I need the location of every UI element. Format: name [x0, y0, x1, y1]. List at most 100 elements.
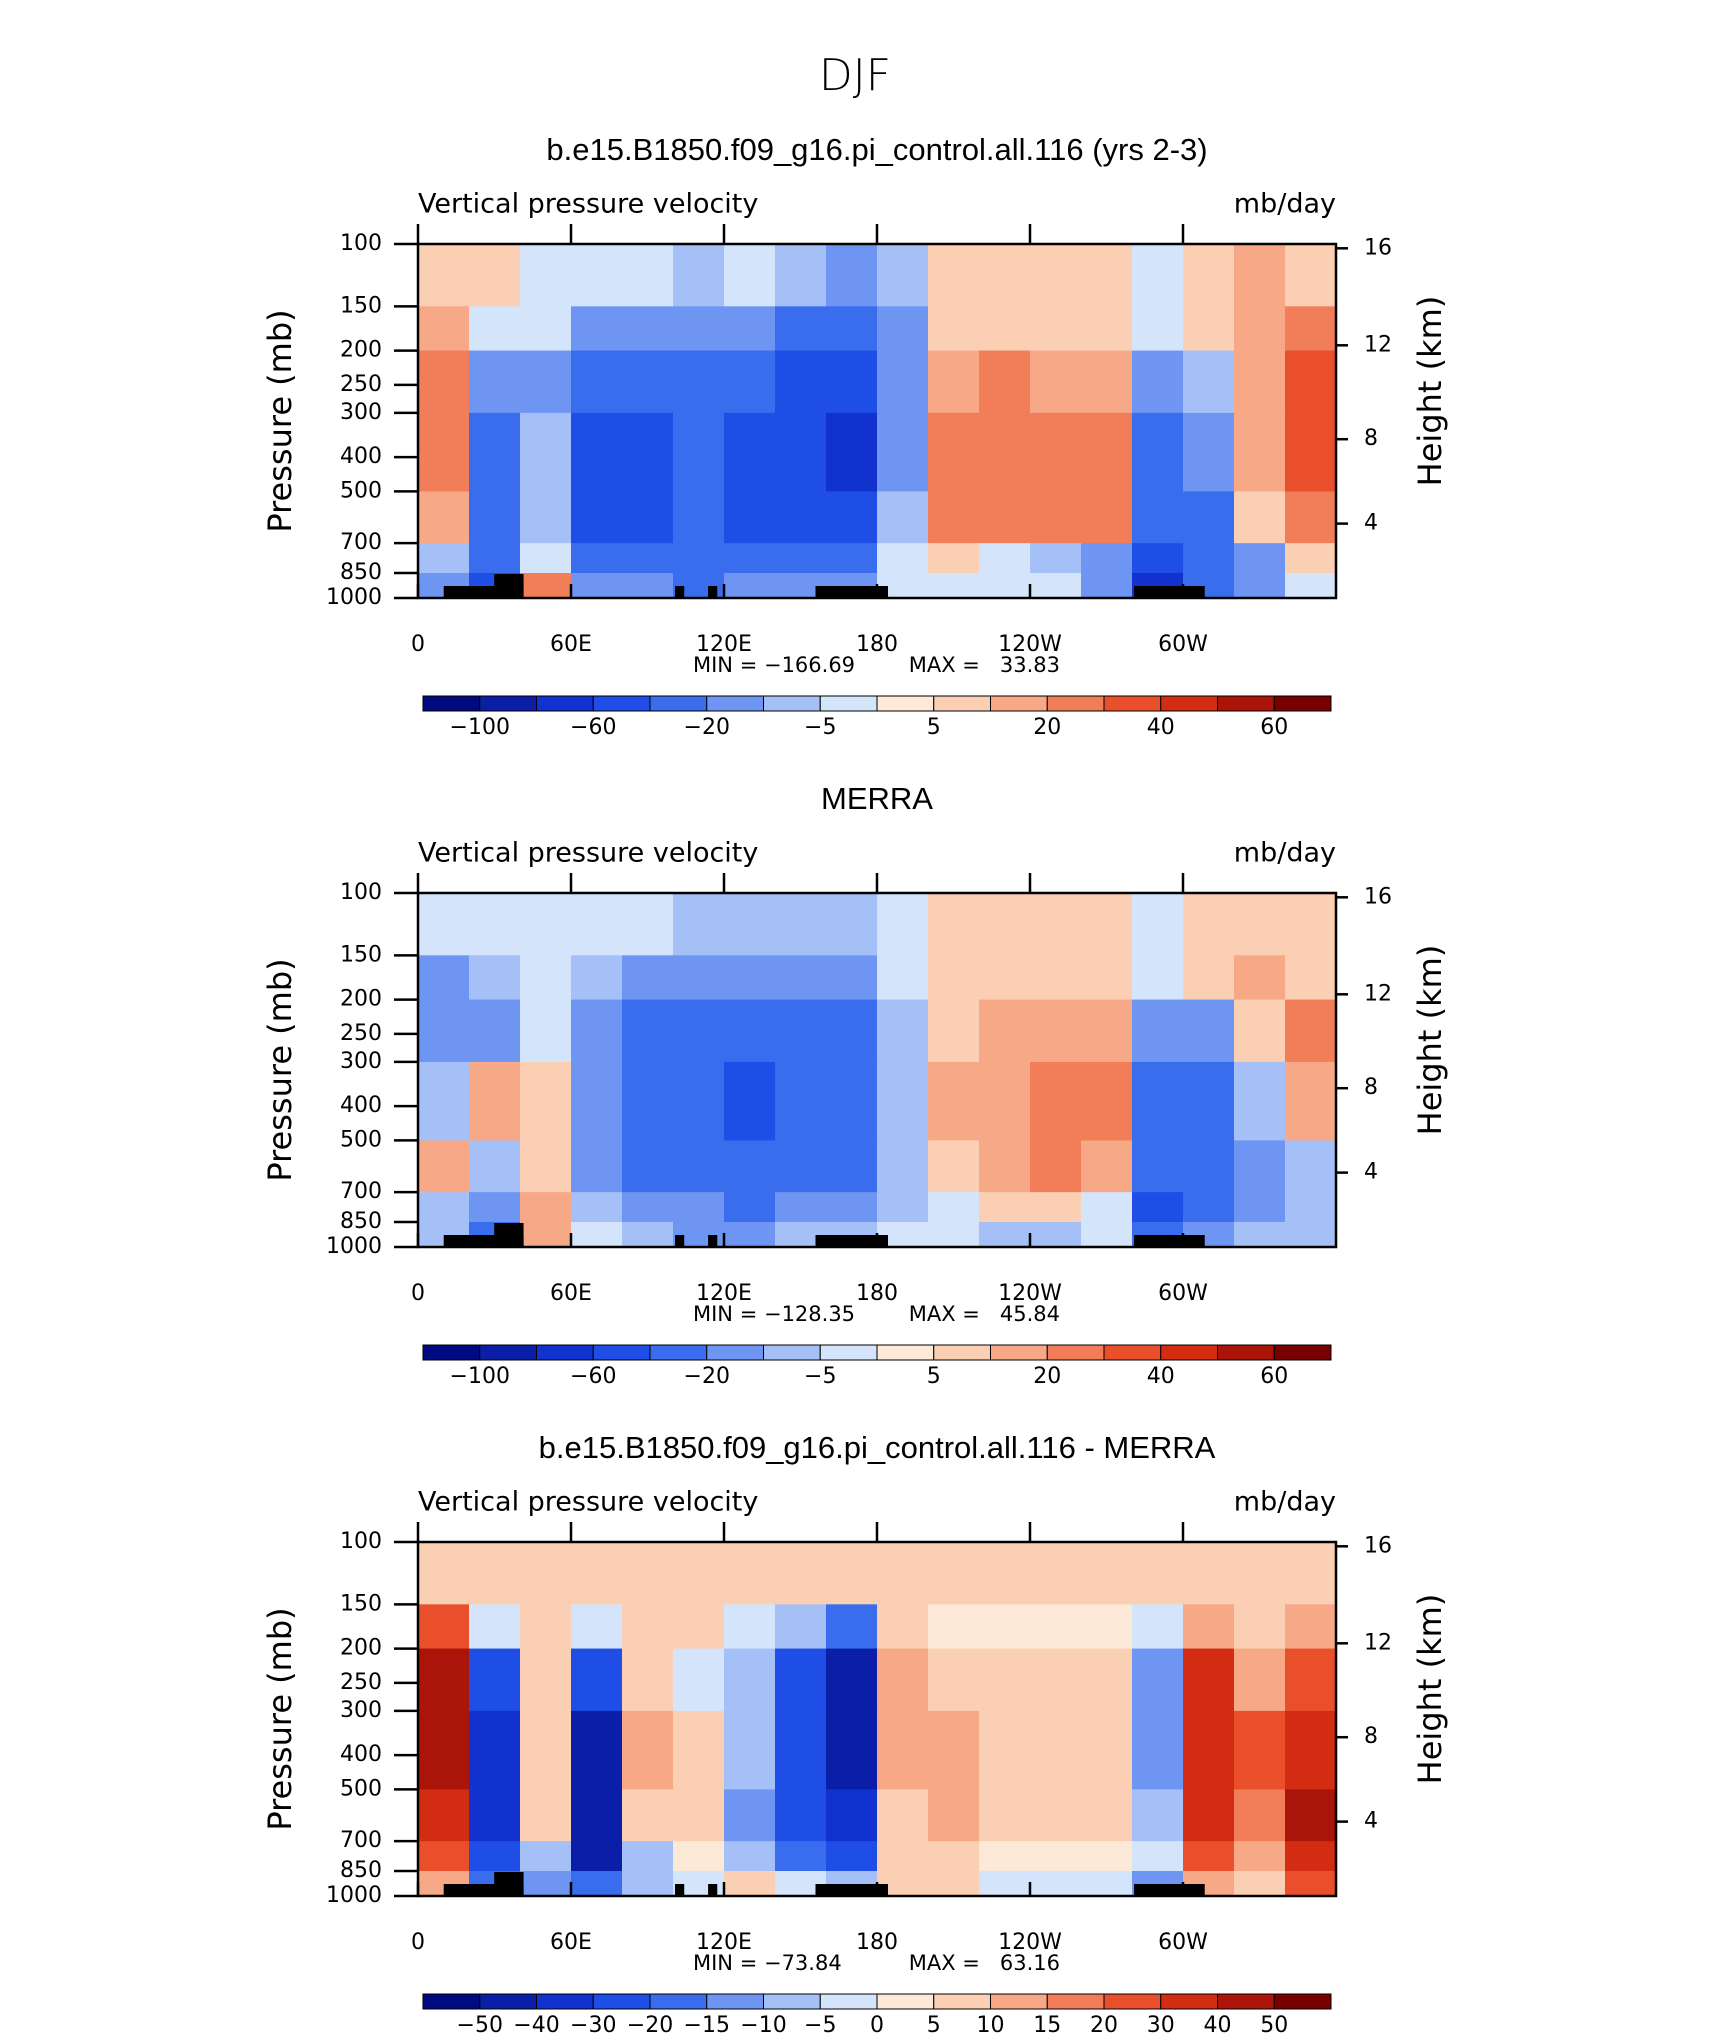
contour-cell — [571, 543, 623, 574]
colorbar-label: 5 — [927, 2013, 941, 2038]
contour-cell — [1285, 1648, 1337, 1712]
colorbar-box — [1046, 1344, 1105, 1361]
contour-cell — [826, 999, 878, 1063]
contour-cell — [1030, 955, 1082, 1001]
contour-cell — [1183, 350, 1235, 414]
contour-cell — [1234, 491, 1286, 544]
contour-cell — [469, 1604, 521, 1650]
colorbar-box — [536, 1993, 594, 2010]
colorbar-label: 5 — [927, 715, 941, 740]
land-mask — [708, 1235, 718, 1247]
contour-cell — [979, 244, 1031, 307]
contour-cell — [877, 412, 929, 492]
contour-cell — [1183, 306, 1235, 352]
contour-cell — [979, 1140, 1031, 1193]
contour-cell — [1030, 412, 1082, 492]
y2-tick-label: 16 — [1364, 884, 1392, 909]
contour-cell — [724, 1140, 776, 1193]
contour-cell — [724, 893, 776, 956]
x-tick-label: 180 — [856, 1281, 898, 1306]
colorbar-label: 30 — [1147, 2013, 1175, 2038]
land-mask — [815, 1884, 889, 1896]
x-tick-label: 120E — [696, 632, 752, 657]
x-tick-label: 120W — [998, 1930, 1062, 1955]
contour-cell — [673, 350, 725, 414]
contour-cell — [1081, 573, 1133, 599]
contour-cell — [979, 1648, 1031, 1712]
contour-cell — [1285, 1192, 1337, 1223]
contour-cell — [877, 999, 929, 1063]
y-tick-label: 700 — [340, 1179, 382, 1204]
contour-cell — [928, 1841, 980, 1872]
contour-cell — [1132, 491, 1184, 544]
contour-cell — [979, 1789, 1031, 1842]
contour-cell — [826, 543, 878, 574]
contour-cell — [979, 491, 1031, 544]
contour-cell — [469, 1648, 521, 1712]
contour-cell — [622, 1648, 674, 1712]
contour-cell — [1183, 1140, 1235, 1193]
contour-cell — [877, 893, 929, 956]
contour-cell — [673, 306, 725, 352]
colorbar-box — [819, 695, 878, 712]
contour-cell — [1030, 893, 1082, 956]
contour-cell — [724, 1222, 776, 1248]
contour-cell — [928, 350, 980, 414]
contour-cell — [1081, 1140, 1133, 1193]
contour-cell — [877, 1542, 929, 1605]
contour-cell — [928, 1648, 980, 1712]
contour-cell — [877, 1648, 929, 1712]
contour-cell — [979, 893, 1031, 956]
colorbar-label: 5 — [927, 1364, 941, 1389]
contour-cell — [520, 306, 572, 352]
y2-tick-label: 4 — [1364, 1809, 1378, 1834]
contour-cell — [622, 350, 674, 414]
contour-cell — [418, 1542, 470, 1605]
contour-cell — [418, 893, 470, 956]
contour-cell — [673, 1841, 725, 1872]
contour-cell — [1030, 1222, 1082, 1248]
contour-cell — [1183, 491, 1235, 544]
contour-cell — [418, 543, 470, 574]
y-tick-label: 700 — [340, 1828, 382, 1853]
colorbar-box — [990, 695, 1048, 712]
contour-cell — [1030, 244, 1082, 307]
y-tick-label: 300 — [340, 400, 382, 425]
contour-cell — [1234, 573, 1286, 599]
contour-cell — [1285, 1061, 1337, 1141]
contour-cell — [979, 955, 1031, 1001]
y2-tick-label: 12 — [1364, 1630, 1392, 1655]
contour-cell — [1030, 350, 1082, 414]
contour-cell — [622, 244, 674, 307]
contour-cell — [469, 893, 521, 956]
colorbar-box — [819, 1993, 878, 2010]
contour-cell — [1030, 1542, 1082, 1605]
contour-cell — [418, 491, 470, 544]
contour-cell — [469, 543, 521, 574]
contour-cell — [724, 244, 776, 307]
contour-cell — [1285, 350, 1337, 414]
y-tick-label: 400 — [340, 444, 382, 469]
contour-cell — [1183, 893, 1235, 956]
contour-cell — [724, 573, 776, 599]
contour-cell — [979, 1222, 1031, 1248]
contour-cell — [622, 1871, 674, 1897]
contour-cell — [571, 1061, 623, 1141]
land-mask — [675, 1235, 685, 1247]
contour-cell — [469, 491, 521, 544]
contour-cell — [622, 412, 674, 492]
x-tick-label: 120W — [998, 1281, 1062, 1306]
y2-tick-label: 12 — [1364, 332, 1392, 357]
contour-cell — [622, 999, 674, 1063]
contour-cell — [571, 350, 623, 414]
y-tick-label: 150 — [340, 942, 382, 967]
contour-cell — [826, 306, 878, 352]
colorbar-box — [763, 695, 821, 712]
colorbar-box — [706, 1344, 764, 1361]
contour-cell — [1234, 412, 1286, 492]
contour-cell — [1030, 491, 1082, 544]
contour-cell — [826, 244, 878, 307]
contour-cell — [928, 1871, 980, 1897]
contour-cell — [1132, 543, 1184, 574]
contour-cell — [673, 1604, 725, 1650]
